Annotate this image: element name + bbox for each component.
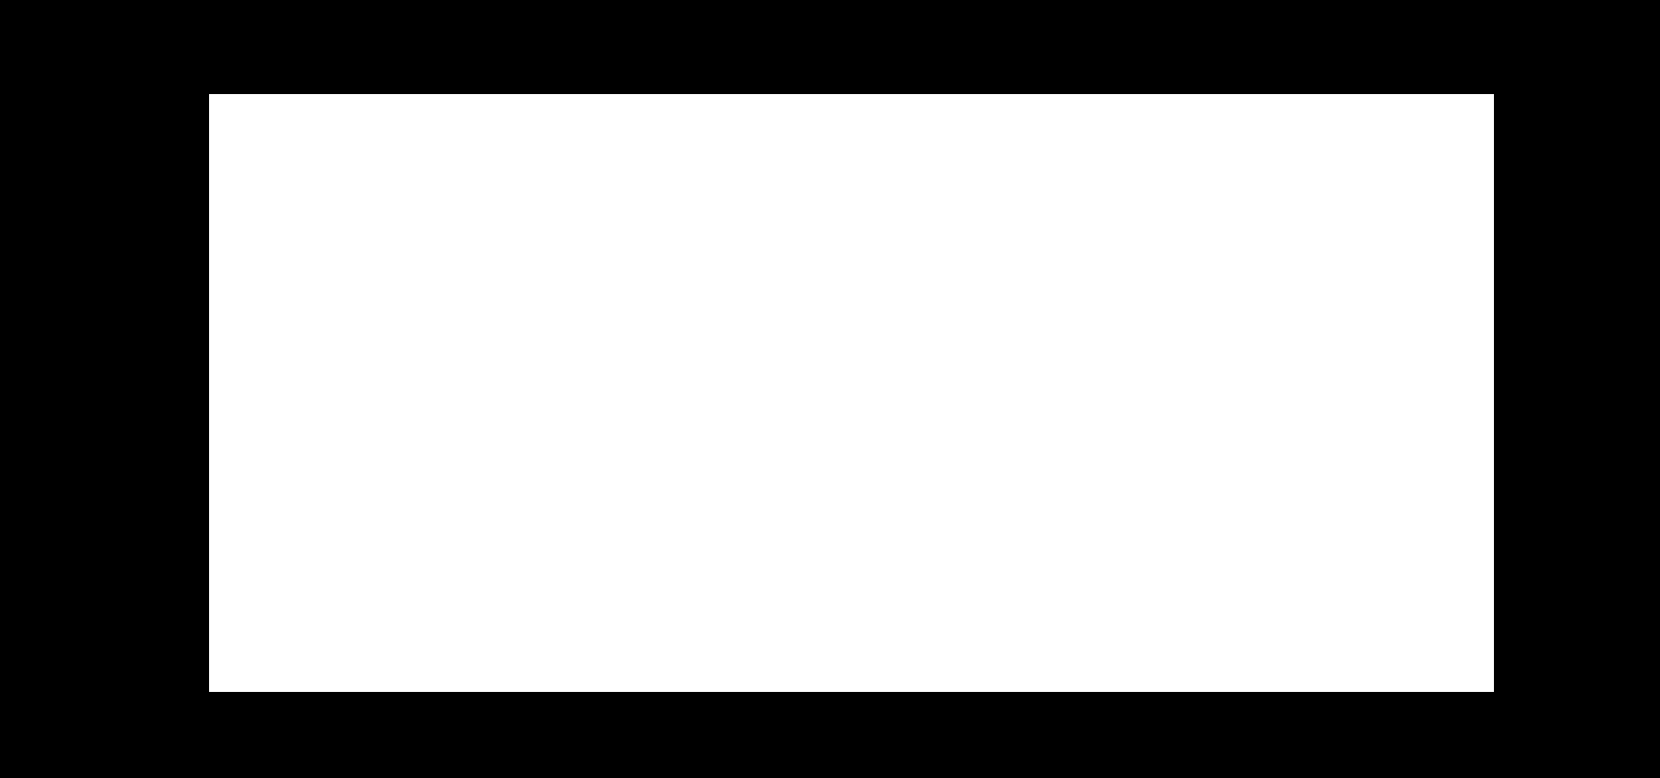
- Text: cartopy required: cartopy required: [735, 379, 966, 407]
